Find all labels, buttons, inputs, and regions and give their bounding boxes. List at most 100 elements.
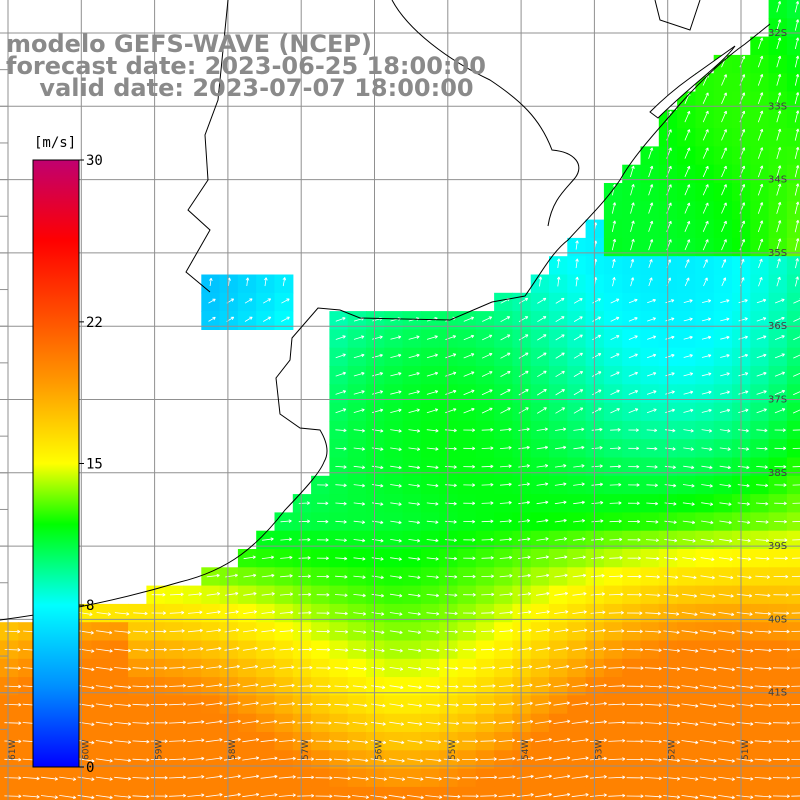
wind-arrow [590,574,605,578]
wind-arrow [151,592,166,597]
wind-arrow [518,500,531,505]
wind-arrow [132,685,150,689]
wind-speed-cell [786,201,800,221]
wind-speed-cell [329,347,349,367]
wind-arrow [791,594,800,596]
border-uruguay-brazil [391,0,580,227]
wind-arrow [481,428,494,432]
wind-arrow [773,538,788,542]
wind-speed-cell [439,402,459,422]
wind-arrow [223,774,241,779]
wind-arrow [795,276,799,287]
wind-arrow [132,758,150,762]
wind-arrow [702,92,709,104]
wind-arrow [132,739,150,744]
wind-arrow [608,610,624,615]
wind-arrow [609,556,623,560]
longitude-label: 54W [521,740,531,760]
wind-arrow [518,519,531,523]
wind-arrow [609,574,624,578]
wind-speed-cell [585,786,605,800]
wind-arrow [481,537,494,542]
wind-speed-cell [347,384,367,404]
colorbar-tick-label: 8 [86,598,94,614]
wind-arrow [536,591,550,596]
wind-arrow [719,428,731,433]
wind-arrow [772,739,790,744]
wind-arrow [699,794,717,800]
wind-arrow [738,372,749,377]
wind-speed-cell [622,292,642,312]
wind-arrow [261,610,276,614]
wind-speed-cell [585,366,605,385]
wind-arrow [702,165,709,178]
wind-arrow [281,298,290,304]
wind-arrow [776,55,782,68]
wind-arrow [390,502,402,506]
wind-arrow [114,758,132,763]
wind-arrow [481,464,494,469]
wind-arrow [297,702,314,707]
wind-arrow [627,538,641,542]
wind-arrow [754,721,772,726]
wind-arrow [315,757,333,762]
latitude-label: 38S [768,468,787,479]
wind-arrow [499,647,514,651]
wind-arrow [736,776,754,781]
wind-arrow [774,298,785,304]
wind-speed-cell [622,366,642,385]
wind-arrow [425,721,441,726]
wind-arrow [609,537,623,542]
wind-arrow [188,610,203,615]
wind-arrow [242,683,259,688]
wind-arrow [776,73,782,86]
wind-arrow [408,593,421,598]
wind-arrow [408,335,420,340]
wind-arrow [444,575,458,579]
wind-arrow [683,299,693,303]
wind-arrow [573,316,583,322]
wind-arrow [353,520,366,524]
wind-arrow [390,335,402,340]
wind-arrow [498,702,515,706]
wind-arrow [334,611,348,616]
wind-arrow [298,501,310,505]
wind-arrow [498,683,515,688]
wind-arrow [463,389,475,396]
wind-arrow [756,408,767,414]
wind-arrow [334,739,350,744]
wind-arrow [736,740,754,745]
wind-arrow [718,721,735,726]
wind-speed-cell [786,128,800,147]
wind-arrow [370,776,387,781]
wind-arrow [628,298,638,304]
wind-arrow [794,201,800,214]
wind-speed-cell [786,0,800,19]
wind-arrow [133,611,148,616]
wind-arrow [444,648,459,652]
wind-arrow [261,628,276,633]
wind-arrow [776,1,782,13]
wind-arrow [792,521,800,523]
wind-arrow [702,184,709,196]
wind-arrow [388,794,406,800]
wind-arrow [793,334,800,341]
wind-arrow [736,758,754,763]
wind-arrow [372,353,383,358]
wind-arrow [444,630,458,634]
wind-arrow [516,793,534,798]
wind-arrow [571,719,589,724]
wind-arrow [573,500,585,505]
wind-arrow [630,184,635,196]
wind-arrow [371,703,386,708]
wind-arrow [757,37,764,50]
wind-arrow [572,646,588,651]
wind-arrow [573,407,584,414]
wind-arrow [644,721,662,726]
wind-speed-cell [475,402,495,422]
wind-speed-cell [201,786,221,800]
wind-speed-cell [73,786,93,800]
wind-arrow [755,520,769,524]
wind-arrow [187,665,204,669]
